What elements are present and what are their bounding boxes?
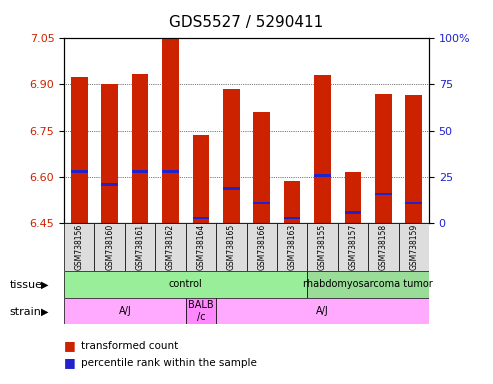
Bar — [193, 135, 209, 223]
Text: GSM738156: GSM738156 — [75, 223, 84, 270]
Bar — [102, 84, 118, 223]
FancyBboxPatch shape — [368, 223, 398, 271]
Text: control: control — [169, 279, 203, 289]
Bar — [71, 77, 88, 223]
Text: GSM738155: GSM738155 — [318, 223, 327, 270]
Text: ■: ■ — [64, 356, 76, 369]
Bar — [132, 170, 148, 173]
FancyBboxPatch shape — [125, 223, 155, 271]
Text: transformed count: transformed count — [81, 341, 178, 351]
Text: A/J: A/J — [118, 306, 131, 316]
Bar — [314, 75, 331, 223]
Text: GSM738163: GSM738163 — [287, 223, 297, 270]
Text: GDS5527 / 5290411: GDS5527 / 5290411 — [170, 15, 323, 30]
Bar — [102, 184, 118, 186]
Text: GSM738157: GSM738157 — [349, 223, 357, 270]
FancyBboxPatch shape — [307, 271, 429, 298]
Bar — [162, 38, 179, 223]
FancyBboxPatch shape — [64, 298, 186, 324]
Text: GSM738164: GSM738164 — [196, 223, 206, 270]
FancyBboxPatch shape — [64, 271, 307, 298]
Bar — [405, 95, 422, 223]
Text: tissue: tissue — [10, 280, 43, 290]
Text: rhabdomyosarcoma tumor: rhabdomyosarcoma tumor — [303, 279, 433, 289]
FancyBboxPatch shape — [246, 223, 277, 271]
FancyBboxPatch shape — [338, 223, 368, 271]
Text: A/J: A/J — [316, 306, 329, 316]
Text: strain: strain — [10, 307, 42, 317]
FancyBboxPatch shape — [155, 223, 186, 271]
Bar — [132, 74, 148, 223]
Bar — [223, 89, 240, 223]
FancyBboxPatch shape — [95, 223, 125, 271]
Bar — [405, 202, 422, 204]
FancyBboxPatch shape — [277, 223, 307, 271]
Bar — [345, 172, 361, 223]
Bar — [71, 170, 88, 173]
Text: GSM738160: GSM738160 — [105, 223, 114, 270]
Text: GSM738162: GSM738162 — [166, 223, 175, 270]
Text: GSM738161: GSM738161 — [136, 223, 144, 270]
Text: ■: ■ — [64, 339, 76, 352]
FancyBboxPatch shape — [186, 223, 216, 271]
Text: GSM738165: GSM738165 — [227, 223, 236, 270]
Bar — [284, 181, 300, 223]
FancyBboxPatch shape — [307, 223, 338, 271]
Text: BALB
/c: BALB /c — [188, 300, 213, 322]
Bar — [375, 193, 391, 195]
Bar — [223, 187, 240, 190]
Bar — [253, 112, 270, 223]
Text: GSM738166: GSM738166 — [257, 223, 266, 270]
Bar — [284, 217, 300, 219]
Bar — [314, 174, 331, 177]
FancyBboxPatch shape — [398, 223, 429, 271]
Text: GSM738159: GSM738159 — [409, 223, 418, 270]
Text: ▶: ▶ — [40, 307, 48, 317]
FancyBboxPatch shape — [216, 223, 246, 271]
Text: ▶: ▶ — [40, 280, 48, 290]
Text: percentile rank within the sample: percentile rank within the sample — [81, 358, 257, 368]
Text: GSM738158: GSM738158 — [379, 223, 388, 270]
FancyBboxPatch shape — [216, 298, 429, 324]
Bar — [162, 170, 179, 173]
Bar — [193, 217, 209, 219]
Bar — [345, 211, 361, 214]
Bar — [253, 202, 270, 204]
FancyBboxPatch shape — [186, 298, 216, 324]
FancyBboxPatch shape — [64, 223, 95, 271]
Bar — [375, 94, 391, 223]
